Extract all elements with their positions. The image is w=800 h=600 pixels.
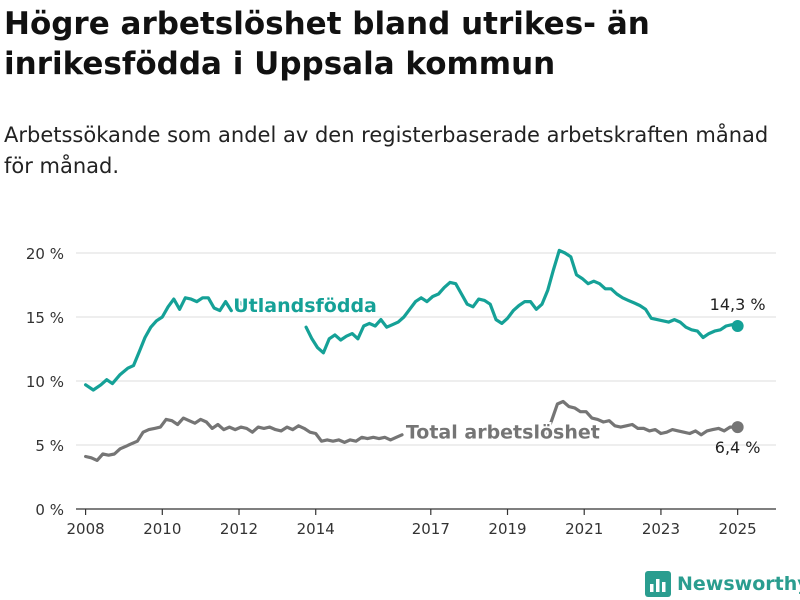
series-line-foreign-born [84, 296, 233, 392]
series-line-foreign-born [237, 300, 247, 309]
x-tick-label: 2010 [143, 520, 181, 538]
series-line-total [544, 399, 740, 437]
y-tick-label: 10 % [26, 373, 64, 391]
bar-chart-icon [645, 571, 671, 597]
y-tick-label: 5 % [35, 437, 64, 455]
chart-subtitle: Arbetssökande som andel av den registerb… [4, 123, 769, 178]
series-line-foreign-born [304, 248, 740, 355]
y-tick-label: 20 % [26, 245, 64, 263]
series-line-total [84, 416, 404, 462]
series-end-point [731, 421, 744, 434]
x-tick-label: 2017 [412, 520, 450, 538]
series-end-point [731, 319, 744, 332]
y-axis-ticks: 0 % 5 % 10 % 15 % 20 % [26, 245, 64, 519]
x-tick-label: 2008 [66, 520, 104, 538]
x-tick-label: 2023 [642, 520, 680, 538]
series-lines [84, 248, 744, 462]
series-labels: Utlandsfödda 14,3 % Total arbetslöshet 6,4 … [231, 293, 766, 457]
y-tick-label: 15 % [26, 309, 64, 327]
x-tick-label: 2012 [220, 520, 258, 538]
end-value-label: 14,3 % [710, 295, 766, 314]
newsworthy-logo: Newsworthy [645, 568, 800, 600]
x-tick-label: 2019 [488, 520, 526, 538]
series-label: Utlandsfödda [233, 295, 377, 317]
x-tick-label: 2025 [719, 520, 757, 538]
end-value-label: 6,4 % [715, 438, 761, 457]
series-label: Total arbetslöshet [406, 422, 600, 444]
y-tick-label: 0 % [35, 501, 64, 519]
x-tick-label: 2021 [565, 520, 603, 538]
x-tick-label: 2014 [297, 520, 335, 538]
gridlines [76, 252, 776, 446]
chart-title: Högre arbetslöshet bland utrikes- än inr… [4, 6, 650, 82]
x-axis: 2008 2010 2012 2014 2017 2019 2021 2023 2025 [66, 508, 776, 538]
brand-name: Newsworthy [677, 573, 800, 595]
